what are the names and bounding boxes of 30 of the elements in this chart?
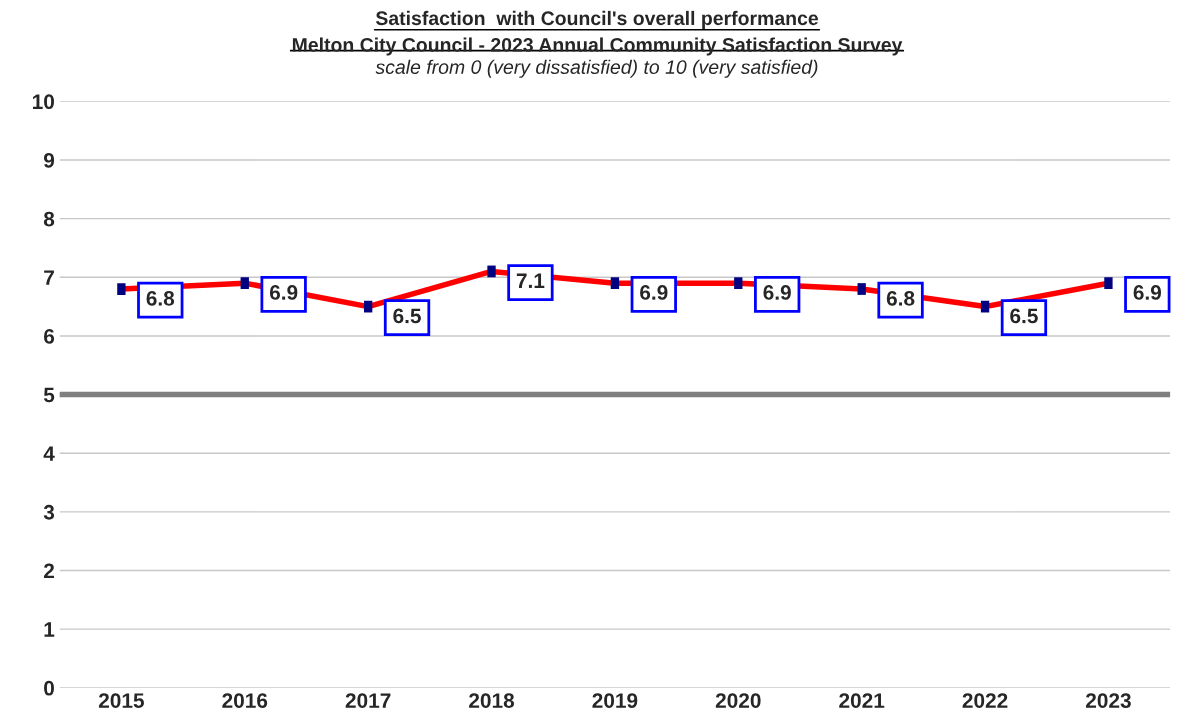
data-label: 6.9: [640, 285, 668, 300]
y-tick-label: 4: [43, 446, 55, 461]
y-tick-label: 7: [44, 270, 54, 285]
y-tick-label: 5: [43, 387, 55, 403]
data-label: 6.8: [146, 290, 175, 306]
x-tick-label: 2018: [469, 693, 515, 708]
y-tick-label: 2: [43, 563, 55, 579]
y-tick-label: 10: [32, 94, 54, 110]
data-label: 6.5: [393, 308, 421, 324]
y-tick-label: 1: [44, 622, 55, 637]
x-tick-label: 2017: [345, 693, 391, 708]
data-label: 6.9: [1133, 285, 1162, 300]
x-tick-label: 2016: [222, 693, 268, 708]
x-tick-label: 2015: [98, 693, 144, 708]
y-tick-label: 6: [44, 328, 55, 344]
data-label: 6.9: [763, 285, 791, 300]
x-tick-label: 2020: [715, 693, 761, 708]
data-label: 7.1: [516, 273, 545, 288]
y-tick-label: 9: [43, 153, 55, 168]
x-tick-label: 2021: [839, 693, 885, 708]
x-tick-label: 2019: [592, 693, 638, 708]
data-label: 6.8: [886, 290, 915, 306]
chart-subtitle: scale from 0 (very dissatisfied) to 10 (very satisfied): [375, 59, 818, 78]
y-tick-label: 3: [43, 504, 55, 520]
y-tick-label: 8: [43, 211, 55, 227]
x-tick-label: 2023: [1085, 693, 1131, 708]
data-label: 6.9: [269, 285, 298, 300]
data-label: 6.5: [1010, 308, 1038, 324]
y-tick-label: 0: [44, 680, 54, 696]
x-tick-label: 2022: [962, 693, 1008, 708]
